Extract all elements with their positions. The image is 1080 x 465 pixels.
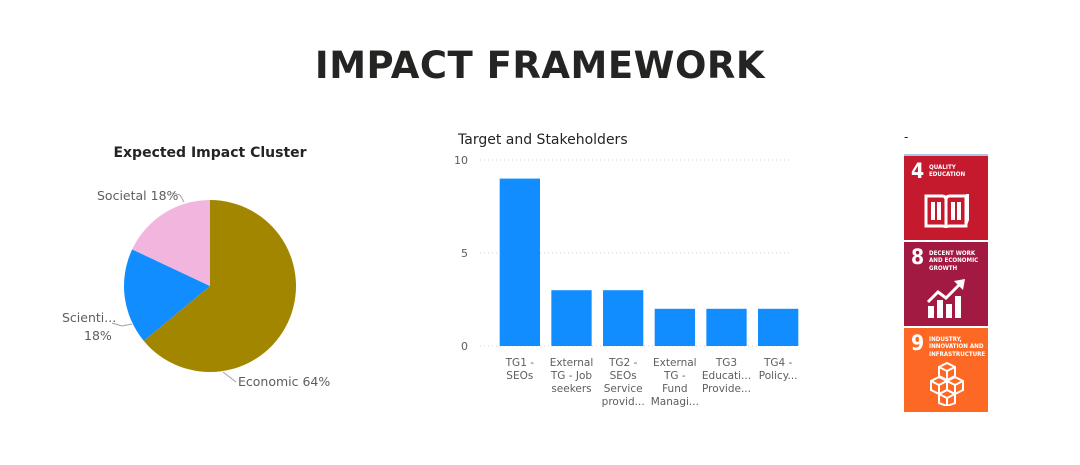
bar-4[interactable]: [654, 308, 695, 346]
pie-slice-societal[interactable]: [132, 200, 210, 286]
bar-6[interactable]: [758, 308, 799, 346]
bar-chart-title: Target and Stakeholders: [458, 132, 628, 148]
bar-ytick-label: 0: [461, 340, 468, 353]
sdg-accent-line: [904, 154, 988, 156]
bar-xtick-label: TG2 -SEOs Service provid...: [602, 357, 645, 408]
sdg-tile-industry-innovation[interactable]: 9 Industry, Innovation and Infrastructur…: [904, 328, 988, 412]
growth-chart-icon: [926, 279, 965, 318]
sdg-number: 8: [911, 245, 925, 269]
pie-label-scientific-percent: 18%: [84, 328, 112, 343]
sdg-tile-decent-work[interactable]: 8 Decent Work and Economic Growth: [904, 242, 988, 326]
bar-xtick-label: TG1 -SEOs: [505, 357, 535, 382]
bar-chart[interactable]: 0 5 10 TG1 -SEOs External TG - Job seekersTG2…: [440, 150, 800, 430]
pie-label-societal: Societal 18%: [97, 188, 179, 203]
sdg-name: Decent Work and Economic Growth: [929, 250, 979, 272]
bar-ytick-label: 5: [461, 247, 468, 260]
bar-1[interactable]: [499, 178, 540, 346]
bar-ytick-label: 10: [454, 154, 468, 167]
bar-3[interactable]: [603, 290, 644, 346]
sdg-number: 4: [911, 159, 925, 183]
pie-slice-scientific[interactable]: [124, 249, 210, 341]
sdg-tile-quality-education[interactable]: 4 Quality Education: [904, 156, 988, 240]
bar-5[interactable]: [706, 308, 747, 346]
bar-xtick-label: TG3 Educati... Provide...: [702, 357, 751, 395]
pie-slice-economic[interactable]: [143, 200, 296, 373]
pie-leader-line: [222, 371, 237, 383]
bar-xtick-label: External TG - Job seekers: [550, 357, 594, 395]
pie-label-economic: Economic 64%: [238, 374, 330, 389]
pie-leader-line: [111, 322, 133, 327]
sdg-heading: -: [904, 130, 909, 144]
pie-chart-title: Expected Impact Cluster: [113, 145, 307, 161]
page-title: IMPACT FRAMEWORK: [314, 44, 766, 87]
bar-xtick-label: External TG -Fund Managi...: [651, 357, 699, 408]
sdg-number: 9: [911, 331, 925, 355]
book-pencil-icon: [924, 194, 969, 229]
pie-leader-line: [171, 192, 185, 203]
sdg-name: Quality Education: [929, 164, 966, 179]
bar-xtick-label: TG4 -Policy...: [759, 357, 798, 382]
pie-label-scientific: Scienti...: [62, 310, 116, 325]
pie-chart[interactable]: Economic 64% Scienti... 18% Societal 18%: [40, 170, 360, 410]
cubes-icon: [930, 361, 964, 406]
bar-2[interactable]: [551, 290, 592, 346]
sdg-name: Industry, Innovation and Infrastructure: [929, 336, 986, 358]
